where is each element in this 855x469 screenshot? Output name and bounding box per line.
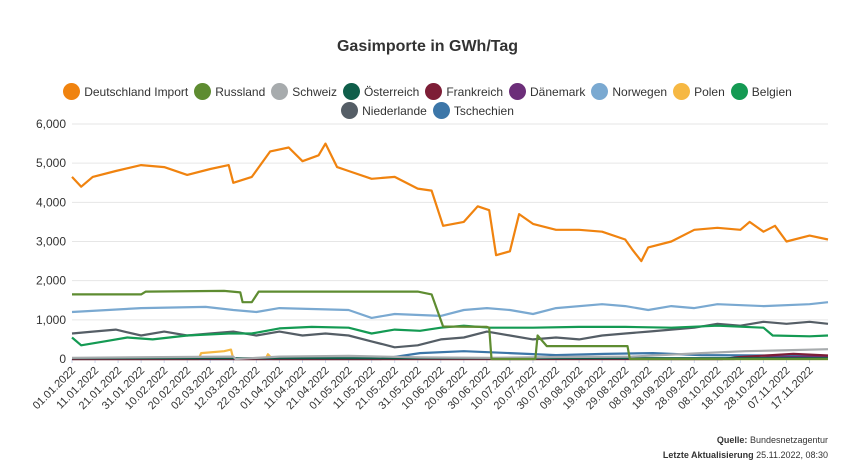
updated-value: 25.11.2022, 08:30 [756,450,828,460]
chart-title: Gasimporte in GWh/Tag [336,38,519,55]
legend-marker [341,102,359,119]
legend-label: Frankreich [446,84,504,99]
legend-marker [342,83,360,100]
series-line-schweiz [71,348,829,361]
legend-item[interactable]: Deutschland Import [63,83,188,100]
legend-label: Niederlande [362,103,427,118]
legend-item[interactable]: Österreich [342,83,420,100]
series-line-norwegen [71,301,829,319]
legend-label: Norwegen [612,84,668,99]
legend-label: Russland [215,84,266,99]
legend-item[interactable]: Belgien [730,83,792,100]
legend-label: Tschechien [453,103,514,118]
legend-marker [271,83,289,100]
legend-marker [673,83,691,100]
legend-label: Deutschland Import [84,84,189,99]
legend-label: Dänemark [530,84,586,99]
y-tick-label: 1,000 [36,313,66,327]
y-tick-label: 6,000 [36,117,66,131]
source-note: Quelle: Bundesnetzagentur Letzte Aktuali… [663,433,828,463]
legend-label: Schweiz [292,84,337,99]
legend-label: Österreich [363,84,420,99]
series-line-belgien [71,324,829,347]
legend-marker [591,83,609,100]
legend-marker [730,83,748,100]
source-value: Bundesnetzagentur [749,435,828,445]
updated-label: Letzte Aktualisierung [662,450,754,460]
legend-marker [63,83,81,100]
series-line-deutschland-import [71,142,829,263]
legend-label: Polen [694,84,725,99]
legend-marker [509,83,527,100]
y-tick-label: 0 [59,352,66,366]
source-label: Quelle: [716,435,748,445]
legend-item[interactable]: Schweiz [271,83,337,100]
y-tick-label: 3,000 [36,235,66,249]
legend-item[interactable]: Dänemark [509,83,585,100]
legend-marker [432,102,450,119]
series-line-russland [72,289,828,361]
chart-legend: Deutschland Import Russland Schweiz Österre… [20,83,835,119]
y-tick-label: 5,000 [36,156,66,170]
legend-item[interactable]: Frankreich [425,83,503,100]
legend-item[interactable]: Polen [673,83,725,100]
legend-item[interactable]: Tschechien [432,102,514,119]
y-tick-label: 2,000 [36,274,66,288]
legend-marker [425,83,443,100]
legend-item[interactable]: Niederlande [341,102,427,119]
legend-item[interactable]: Norwegen [591,83,667,100]
legend-label: Belgien [751,84,792,99]
legend-marker [194,83,212,100]
y-tick-label: 4,000 [36,195,66,209]
legend-item[interactable]: Russland [194,83,265,100]
